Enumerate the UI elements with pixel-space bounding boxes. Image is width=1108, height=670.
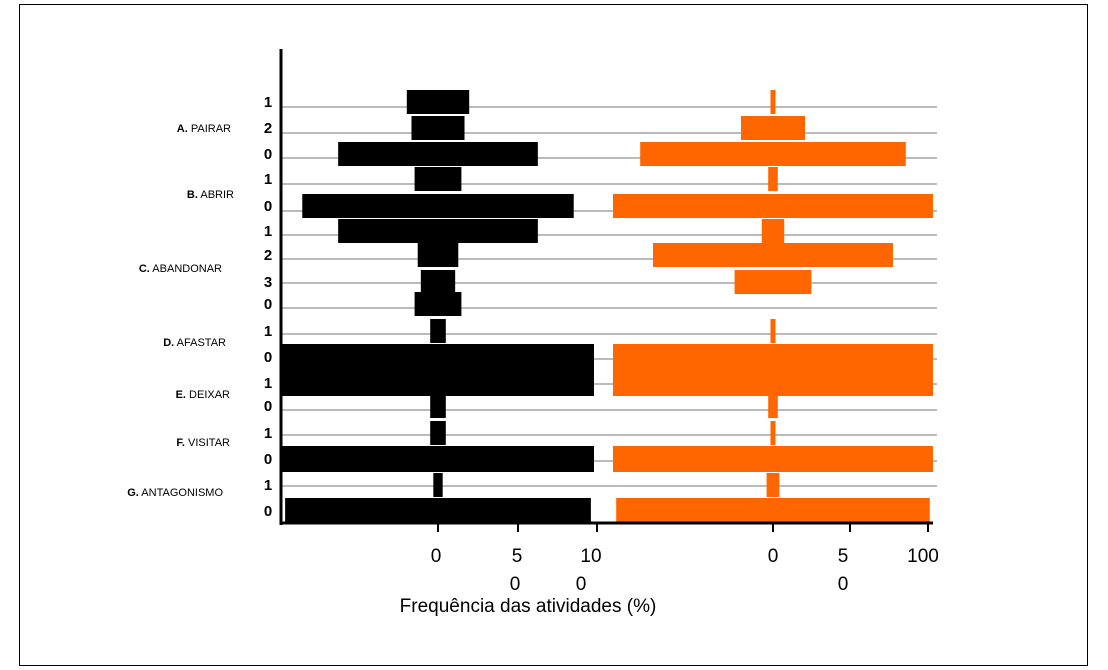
kite-bar [770,90,776,114]
kite-bar [768,167,778,191]
kite-bar [734,270,812,294]
level-label: 0 [264,198,272,215]
kite-bar [285,498,591,524]
x-tick-label: 5 [512,546,523,567]
category-letter: E. [176,389,186,401]
x-tick-label: 0 [431,546,442,567]
level-label: 1 [264,323,272,340]
category-label: D. AFASTAR [163,337,226,349]
kite-bar [302,194,574,218]
kite-bar [420,270,456,294]
x-tick-label-continued: 0 [510,574,521,595]
kite-bar [338,142,538,166]
level-label: 1 [264,477,272,494]
kite-bar [653,243,893,267]
level-label: 1 [264,171,272,188]
bars [282,90,933,524]
x-tick-label-continued: 0 [838,574,849,595]
kite-bar [770,421,776,445]
kite-bar [338,219,538,243]
kite-bar [430,319,446,343]
kite-bar [414,167,462,191]
category-letter: D. [163,337,174,349]
category-name: VISITAR [185,437,230,449]
kite-bar [411,116,465,140]
kite-bar [430,421,446,445]
category-name: PAIRAR [188,123,231,135]
category-letter: A. [177,123,188,135]
kite-bar [613,194,933,218]
category-name: ANTAGONISMO [139,487,224,499]
x-tick-label: 100 [907,546,939,567]
level-label: 2 [264,120,272,137]
level-label: 0 [264,503,272,520]
axes [279,49,933,532]
x-tick-label-continued: 0 [576,574,587,595]
level-label: 0 [264,349,272,366]
kite-bar [613,344,933,370]
kite-bar [616,498,930,524]
level-label: 0 [264,146,272,163]
level-label: 1 [264,223,272,240]
kite-bar [768,394,778,418]
kite-bar [430,394,446,418]
category-letter: C. [139,263,150,275]
category-name: AFASTAR [174,337,226,349]
kite-bar [282,344,594,370]
category-label: E. DEIXAR [176,389,230,401]
x-tick-label: 5 [838,546,849,567]
kite-bar [766,473,780,497]
level-label: 3 [264,274,272,291]
category-label: B. ABRIR [187,189,234,201]
level-label: 0 [264,451,272,468]
kite-bar [433,473,443,497]
category-label: A. PAIRAR [177,123,231,135]
x-axis-title: Frequência das atividades (%) [400,596,657,617]
category-letter: F. [176,437,185,449]
kite-bar [417,243,459,267]
kite-bar [741,116,805,140]
x-tick-label: 0 [768,546,779,567]
level-label: 1 [264,425,272,442]
level-label: 0 [264,398,272,415]
category-letter: B. [187,189,198,201]
kite-bar [761,219,785,243]
chart-frame: 0 5 0 10 0 0 5 0 100 A. PAIRAR 1 2 0 B. ABRIR 1 0 C. ABA… [19,4,1088,666]
level-label: 1 [264,94,272,111]
category-name: ABANDONAR [150,263,222,275]
kite-bar [414,292,462,316]
level-label: 2 [264,247,272,264]
kite-bar [613,370,933,396]
kite-bar [770,319,776,343]
level-label: 1 [264,375,272,392]
kite-bar [613,446,933,472]
x-tick-label: 10 [580,546,601,567]
kite-bar [282,446,594,472]
category-label: C. ABANDONAR [139,263,222,275]
level-label: 0 [264,296,272,313]
category-letter: G. [127,487,139,499]
category-label: F. VISITAR [176,437,230,449]
category-name: ABRIR [198,189,234,201]
category-name: DEIXAR [186,389,230,401]
kite-bar [640,142,906,166]
kite-bar [282,370,594,396]
category-label: G. ANTAGONISMO [127,487,223,499]
kite-bar [406,90,470,114]
